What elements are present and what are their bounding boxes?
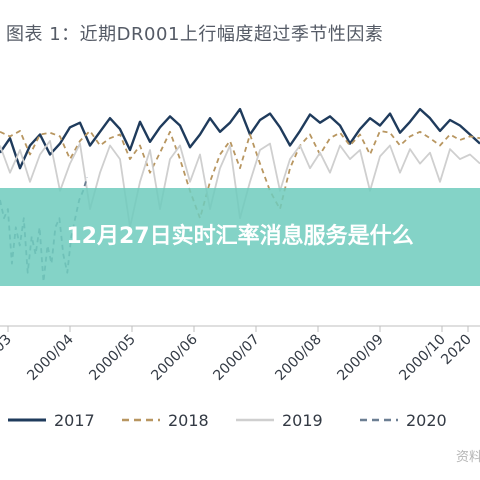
series-line-2018 xyxy=(0,129,480,220)
legend-label: 2019 xyxy=(282,411,323,430)
x-tick-label: 2000/06 xyxy=(148,331,201,384)
x-tick-label: 2000/05 xyxy=(86,332,138,384)
legend-label: 2020 xyxy=(406,411,447,430)
x-tick-label: 2000/08 xyxy=(272,332,324,384)
x-tick-label: 2020 xyxy=(438,332,475,369)
x-tick-label: 2000/03 xyxy=(0,332,15,384)
x-tick-label: 2000/07 xyxy=(210,332,262,384)
series-line-2017 xyxy=(0,107,480,170)
x-tick-label: 2000/04 xyxy=(24,331,77,384)
x-tick-label: 2000/09 xyxy=(334,332,386,384)
article-banner[interactable]: 12月27日实时汇率消息服务是什么 xyxy=(0,188,480,286)
watermark-text: 资料 xyxy=(456,450,480,465)
chart-title: 图表 1：近期DR001上行幅度超过季节性因素 xyxy=(6,24,384,45)
legend-label: 2018 xyxy=(168,411,209,430)
article-title[interactable]: 12月27日实时汇率消息服务是什么 xyxy=(66,224,414,249)
legend-label: 2017 xyxy=(54,411,95,430)
